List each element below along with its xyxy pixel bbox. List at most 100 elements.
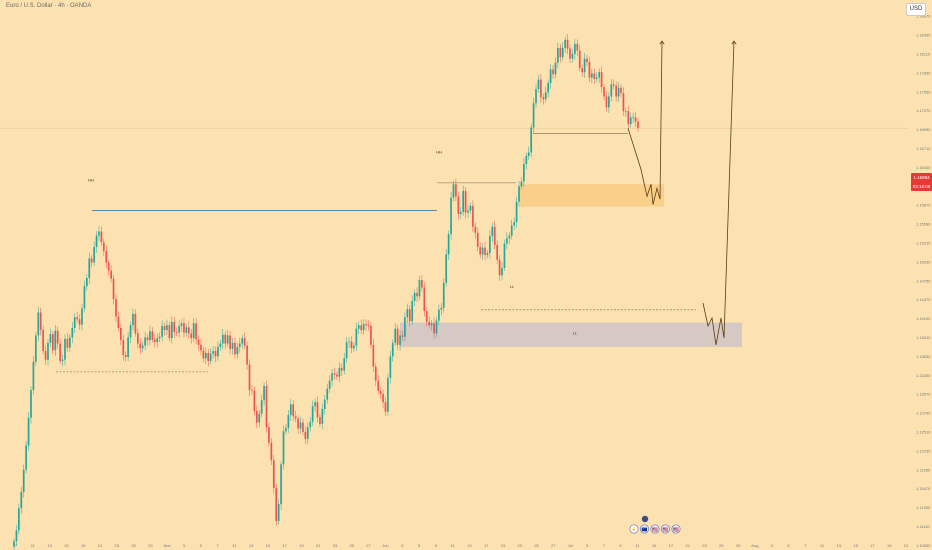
candle-body: [379, 390, 382, 395]
candle-body: [566, 39, 569, 49]
price-tick-label: 1.12510: [916, 429, 931, 434]
candle-body: [224, 334, 227, 344]
time-tick-label: 7: [216, 543, 219, 548]
candle-body: [229, 335, 231, 349]
candle-body: [527, 152, 530, 156]
candle-body: [518, 186, 520, 202]
candle-body: [459, 211, 462, 214]
candle-body: [559, 47, 562, 58]
candle-body: [540, 79, 542, 98]
projection-path: [702, 41, 735, 345]
candle-body: [348, 341, 350, 343]
candle-body: [520, 181, 523, 187]
candle-body: [472, 205, 474, 227]
candle-body: [537, 79, 540, 90]
candle-body: [81, 308, 83, 325]
price-tick-label: 1.17830: [916, 70, 931, 75]
candle-body: [481, 247, 484, 255]
candle-body: [532, 103, 535, 128]
candle-body: [272, 460, 275, 488]
structure-label: HH: [436, 150, 442, 155]
symbol-title[interactable]: Euro / U.S. Dollar · 4h · OANDA: [6, 3, 92, 9]
candle-body: [161, 325, 163, 337]
candle-body: [331, 373, 333, 381]
candle-body: [445, 254, 448, 283]
candle-body: [391, 342, 394, 357]
projection-path: [627, 41, 663, 205]
candle-body: [493, 226, 496, 245]
candle-body: [372, 344, 375, 367]
candle-body: [433, 323, 435, 334]
candle-body: [141, 345, 144, 349]
candle-body: [637, 121, 639, 129]
price-tick-label: 1.12230: [916, 448, 931, 453]
candle-body: [27, 417, 30, 446]
candle-body: [423, 287, 426, 312]
price-tick-label: 1.13350: [916, 373, 931, 378]
candle-body: [204, 352, 207, 359]
time-tick-label: 19: [299, 543, 304, 548]
candle-body: [93, 247, 95, 263]
candle-body: [246, 345, 248, 365]
candle-body: [333, 373, 336, 375]
time-tick-label: 11: [635, 543, 640, 548]
candle-body: [180, 323, 183, 326]
candle-body: [336, 374, 338, 377]
time-tick-label: 3: [771, 543, 774, 548]
candle-body: [603, 87, 605, 97]
candle-body: [479, 247, 482, 255]
candle-body: [185, 327, 188, 333]
time-tick-label: 7: [603, 543, 606, 548]
arrow-head: [659, 40, 665, 45]
candle-body: [586, 58, 588, 63]
candle-body: [617, 87, 620, 97]
candle-body: [632, 117, 634, 119]
candle-body: [578, 50, 581, 69]
currency-button[interactable]: USD: [906, 3, 926, 16]
time-tick-label: Jul: [568, 543, 573, 548]
price-tick-label: 1.17550: [916, 89, 931, 94]
candle-body: [382, 394, 384, 403]
candle-body: [71, 328, 74, 338]
candle-body: [462, 190, 465, 212]
time-tick-label: 3: [586, 543, 589, 548]
candle-body: [132, 313, 134, 326]
event-marker: [650, 524, 660, 534]
supply-zone: [520, 184, 664, 207]
candle-body: [151, 331, 154, 340]
candle-body: [22, 469, 25, 493]
candle-body: [440, 307, 443, 310]
structure-label: HH: [88, 177, 94, 182]
candle-body: [170, 321, 173, 339]
bar-countdown-label: 03:16:09: [912, 184, 931, 189]
candle-body: [158, 336, 161, 339]
candle-body: [100, 231, 103, 243]
time-tick-label: 21: [98, 543, 103, 548]
candle-body: [234, 342, 236, 355]
candle-body: [268, 427, 270, 443]
candle-body: [285, 427, 287, 432]
candle-body: [620, 87, 622, 94]
candle-body: [435, 320, 438, 334]
price-tick-label: 1.15310: [916, 240, 931, 245]
price-tick-label: 1.11670: [916, 486, 931, 491]
time-tick-label: 15: [266, 543, 271, 548]
candle-body: [370, 325, 372, 345]
candle-body: [455, 184, 457, 197]
candle-body: [319, 417, 321, 424]
candle-body: [309, 421, 312, 428]
time-tick-label: 21: [685, 543, 690, 548]
candle-body: [396, 328, 399, 345]
candle-body: [530, 127, 533, 153]
candle-body: [314, 402, 316, 407]
candle-body: [263, 386, 265, 401]
candle-body: [365, 323, 367, 326]
candle-body: [30, 390, 32, 418]
candle-body: [49, 334, 52, 343]
candle-body: [442, 282, 445, 308]
event-marker: [660, 524, 671, 534]
candle-body: [457, 196, 460, 214]
candle-body: [280, 464, 282, 505]
candle-body: [61, 359, 64, 362]
